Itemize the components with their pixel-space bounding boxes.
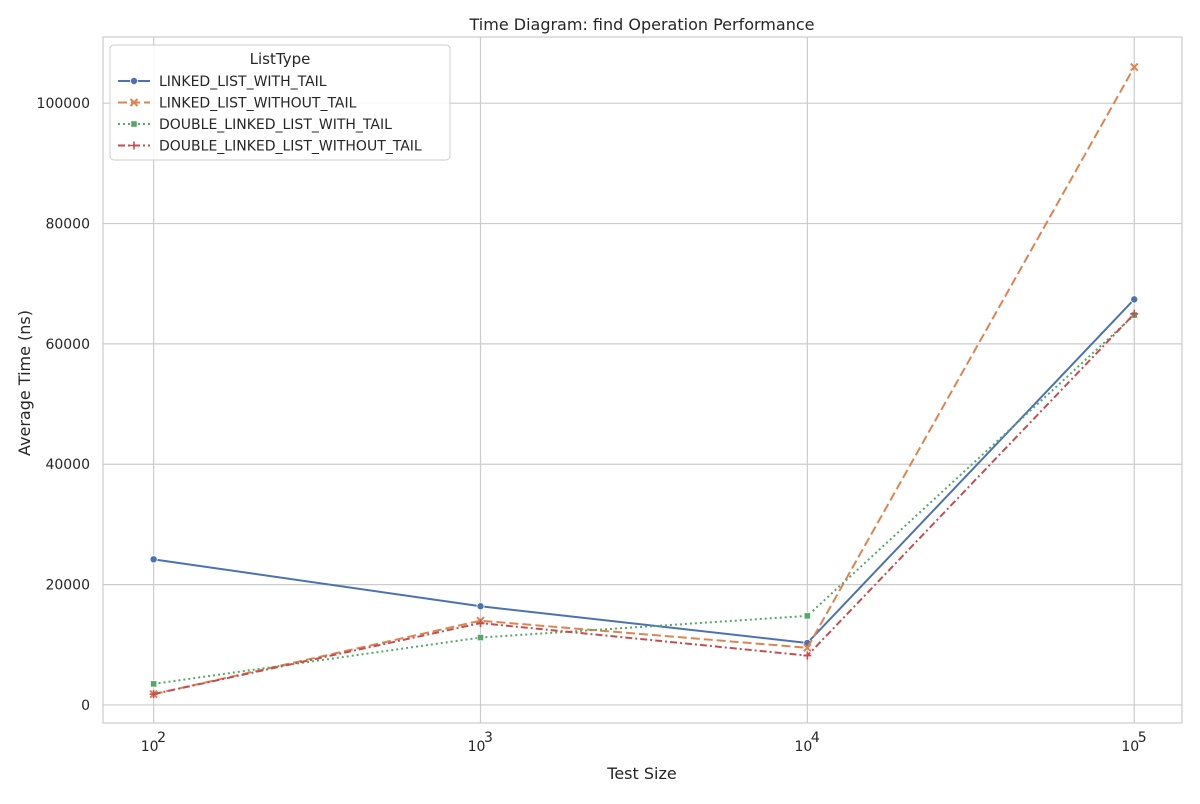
- series-line: [153, 66, 1136, 696]
- data-point-marker: [803, 651, 812, 660]
- grid-lines: [103, 37, 1182, 723]
- y-tick-label: 80000: [45, 217, 90, 233]
- y-tick-label: 40000: [45, 457, 90, 473]
- legend-title: ListType: [250, 50, 311, 68]
- y-tick-label: 60000: [45, 337, 90, 353]
- series-line: [153, 298, 1135, 644]
- data-point-marker: [1130, 62, 1139, 72]
- data-point-marker: [803, 643, 812, 652]
- data-point-marker: [476, 619, 485, 628]
- legend-label: LINKED_LIST_WITH_TAIL: [159, 74, 327, 90]
- x-tick-exponent: 4: [811, 730, 820, 746]
- y-tick-label: 0: [81, 698, 90, 714]
- legend-label: DOUBLE_LINKED_LIST_WITH_TAIL: [159, 117, 392, 133]
- data-point-marker: [1130, 295, 1139, 304]
- chart-title: Time Diagram: find Operation Performance: [469, 15, 815, 34]
- series-layer: [149, 62, 1139, 699]
- data-point-marker: [149, 555, 158, 564]
- legend-box: [109, 44, 451, 161]
- data-point-marker: [476, 633, 485, 642]
- x-tick-label: 10: [141, 739, 159, 755]
- y-tick-label: 20000: [45, 578, 90, 594]
- x-axis-label: Test Size: [606, 764, 676, 783]
- x-tick-label: 10: [468, 739, 486, 755]
- x-tick-label: 10: [794, 739, 812, 755]
- x-tick-exponent: 2: [157, 730, 166, 746]
- x-tick-exponent: 5: [1138, 730, 1147, 746]
- series-double-linked-list-without-tail: [149, 309, 1139, 699]
- data-point-marker: [149, 690, 158, 699]
- legend-label: LINKED_LIST_WITHOUT_TAIL: [159, 96, 357, 112]
- x-tick-exponent: 3: [484, 730, 493, 746]
- series-line: [153, 314, 1135, 685]
- legend-item: DOUBLE_LINKED_LIST_WITHOUT_TAIL: [118, 139, 422, 155]
- series-line: [153, 313, 1135, 696]
- legend-marker: [130, 141, 138, 150]
- plot-frame: [102, 36, 1183, 724]
- legend-marker: [130, 120, 138, 128]
- legend-marker: [129, 98, 139, 107]
- legend: ListType LINKED_LIST_WITH_TAIL LINKED_LIS…: [109, 44, 451, 161]
- y-axis-label: Average Time (ns): [15, 310, 34, 456]
- legend-marker: [129, 77, 138, 86]
- data-point-marker: [150, 680, 158, 688]
- legend-label: DOUBLE_LINKED_LIST_WITHOUT_TAIL: [159, 139, 422, 155]
- legend-item: LINKED_LIST_WITH_TAIL: [118, 74, 327, 90]
- legend-item: LINKED_LIST_WITHOUT_TAIL: [118, 96, 357, 112]
- y-tick-label: 100000: [37, 96, 90, 112]
- data-point-marker: [476, 602, 485, 611]
- legend-item: DOUBLE_LINKED_LIST_WITH_TAIL: [118, 117, 392, 133]
- x-tick-label: 10: [1121, 739, 1139, 755]
- data-point-marker: [1130, 309, 1139, 318]
- data-point-marker: [803, 612, 811, 620]
